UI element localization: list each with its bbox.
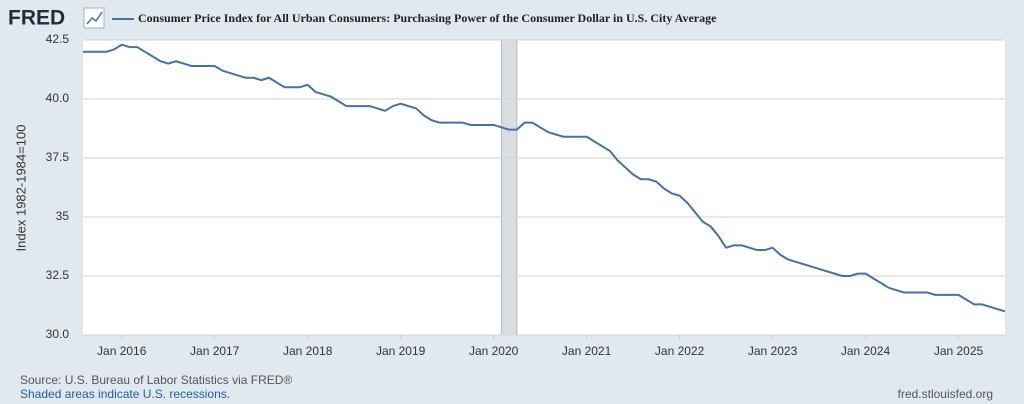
y-tick-label: 42.5: [46, 32, 70, 46]
recession-band: [500, 39, 518, 336]
y-tick-label: 37.5: [46, 150, 70, 164]
logo: FRED: [8, 7, 65, 30]
y-tick-label: 30.0: [46, 327, 70, 341]
x-tick-label: Jan 2020: [469, 344, 519, 358]
x-tick-label: Jan 2022: [655, 344, 705, 358]
x-tick-label: Jan 2025: [934, 344, 984, 358]
x-tick-label: Jan 2023: [748, 344, 798, 358]
y-tick-label: 35: [56, 209, 70, 223]
x-tick-label: Jan 2016: [97, 344, 147, 358]
line: [83, 43, 1006, 313]
plot-area: [83, 40, 1005, 335]
legend-label: Consumer Price Index for All Urban Consu…: [138, 11, 717, 25]
x-tick-label: Jan 2018: [283, 344, 333, 358]
y-axis-label: Index 1982-1984=100: [13, 125, 28, 252]
y-tick-label: 32.5: [46, 268, 70, 282]
x-tick-label: Jan 2019: [376, 344, 426, 358]
x-tick-label: Jan 2017: [190, 344, 240, 358]
site: fred.stlouisfed.org: [898, 387, 993, 401]
x-tick-label: Jan 2021: [562, 344, 612, 358]
x-tick-label: Jan 2024: [841, 344, 891, 358]
recession-note: Shaded areas indicate U.S. recessions.: [20, 387, 230, 401]
y-tick-label: 40.0: [46, 91, 70, 105]
logo-icon: [83, 7, 105, 29]
source: Source: U.S. Bureau of Labor Statistics …: [20, 373, 292, 387]
